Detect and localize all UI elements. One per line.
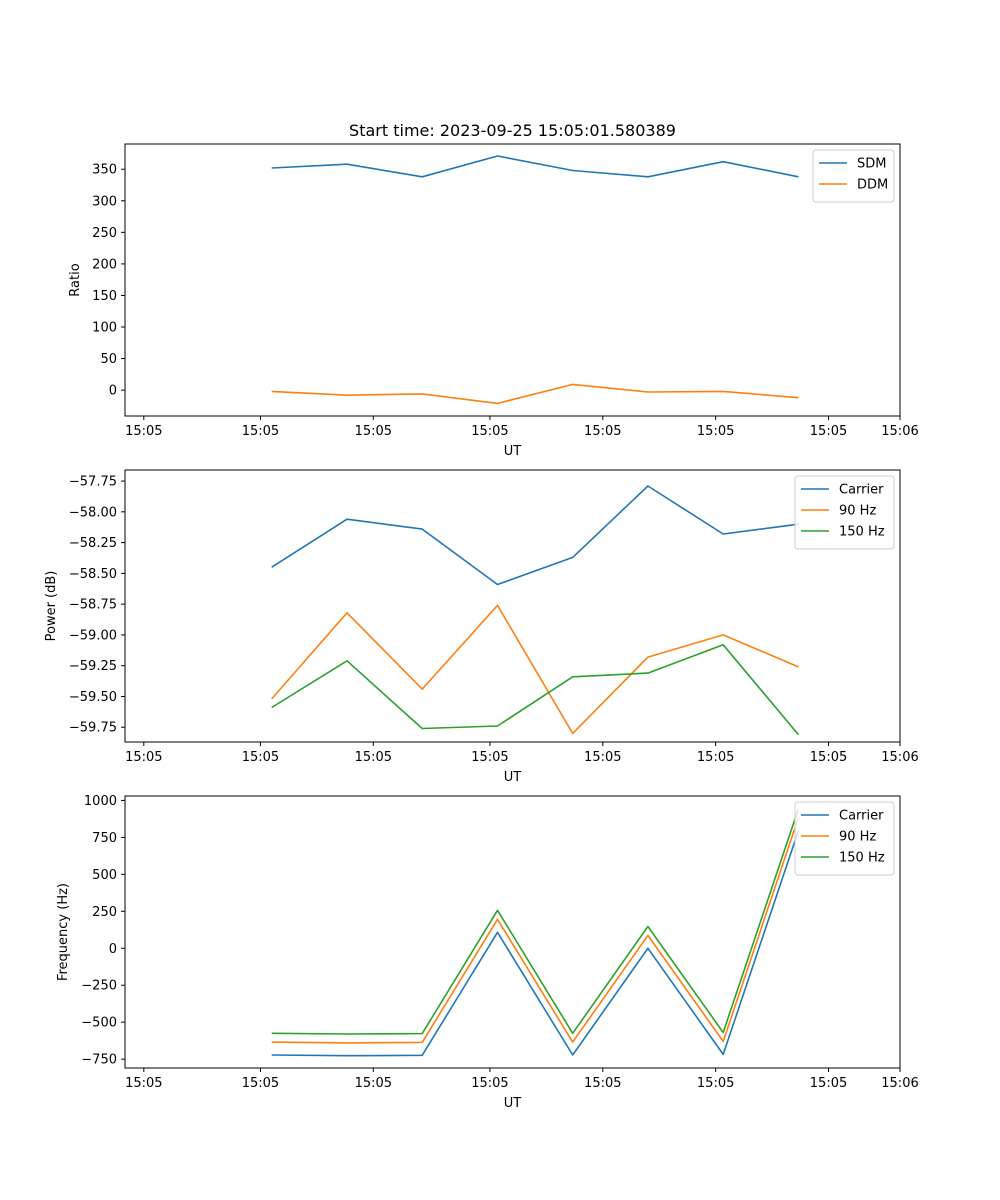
x-tick-label: 15:05 [584, 424, 621, 439]
legend-label: 150 Hz [839, 525, 885, 540]
chart-1: 15:05 15:05 15:05 15:05 15:05 15:05 15:05 15:06… [68, 143, 919, 459]
x-tick-label: 15:05 [242, 424, 279, 439]
series-line-carrier [271, 830, 800, 1057]
y-tick-label: 100 [92, 321, 117, 336]
y-tick-label: −58.50 [69, 567, 117, 582]
axes-frame [124, 469, 901, 743]
y-tick-label: 1000 [84, 794, 117, 809]
y-tick-label: 500 [92, 868, 117, 883]
series-line-90-hz [271, 604, 799, 735]
y-tick-label: 250 [92, 905, 117, 920]
y-axis-label: Frequency (Hz) [56, 883, 71, 981]
y-axis-label: Ratio [68, 263, 83, 296]
y-tick-label: −58.25 [69, 536, 117, 551]
x-tick-label: 15:05 [355, 1076, 392, 1091]
x-tick-label: 15:05 [471, 750, 508, 765]
legend-label: Carrier [839, 809, 884, 824]
x-tick-label: 15:06 [881, 750, 918, 765]
x-tick-label: 15:05 [125, 1076, 162, 1091]
x-tick-label: 15:05 [810, 424, 847, 439]
x-tick-label: 15:05 [242, 750, 279, 765]
chart-3: 15:05 15:05 15:05 15:05 15:05 15:05 15:05 15:06… [56, 794, 919, 1111]
x-tick-label: 15:05 [471, 424, 508, 439]
x-axis-label: UT [504, 444, 522, 459]
x-tick-label: 15:05 [125, 424, 162, 439]
x-tick-label: 15:05 [697, 424, 734, 439]
figure-title: Start time: 2023-09-25 15:05:01.580389 [349, 121, 676, 140]
axes-frame [124, 795, 901, 1069]
y-tick-label: −58.00 [69, 505, 117, 520]
series-line-ddm [271, 383, 799, 405]
y-tick-label: −58.75 [69, 598, 117, 613]
x-tick-label: 15:05 [355, 750, 392, 765]
y-tick-label: −59.25 [69, 659, 117, 674]
legend-label: 90 Hz [839, 504, 876, 519]
y-tick-label: 0 [109, 942, 117, 957]
y-tick-label: 50 [100, 352, 117, 367]
x-tick-label: 15:05 [242, 1076, 279, 1091]
x-tick-label: 15:05 [697, 1076, 734, 1091]
x-tick-label: 15:05 [584, 750, 621, 765]
y-tick-label: 150 [92, 289, 117, 304]
legend: SDM DDM [812, 149, 895, 203]
y-tick-label: 750 [92, 831, 117, 846]
legend-label: DDM [857, 178, 888, 193]
series-line-150-hz [271, 643, 800, 736]
y-tick-label: 300 [92, 194, 117, 209]
axes-frame [124, 143, 901, 417]
y-tick-label: 350 [92, 163, 117, 178]
legend: Carrier 90 Hz 150 Hz [794, 801, 895, 876]
legend: Carrier 90 Hz 150 Hz [794, 475, 895, 550]
y-tick-label: −750 [81, 1053, 117, 1068]
y-tick-label: 200 [92, 257, 117, 272]
series-line-sdm [271, 155, 799, 178]
series-line-carrier [271, 485, 799, 586]
y-tick-label: −57.75 [69, 475, 117, 490]
y-tick-label: 250 [92, 226, 117, 241]
chart-2: 15:05 15:05 15:05 15:05 15:05 15:05 15:05 15:06… [44, 469, 919, 785]
y-tick-label: −59.50 [69, 690, 117, 705]
x-tick-label: 15:06 [881, 1076, 918, 1091]
x-tick-label: 15:05 [125, 750, 162, 765]
legend-label: SDM [857, 157, 886, 172]
x-tick-label: 15:05 [471, 1076, 508, 1091]
x-axis-label: UT [504, 1096, 522, 1111]
y-tick-label: −250 [81, 979, 117, 994]
y-tick-label: −59.75 [69, 721, 117, 736]
legend-label: Carrier [839, 483, 884, 498]
series-line-90-hz [271, 817, 800, 1044]
y-tick-label: −500 [81, 1016, 117, 1031]
x-tick-label: 15:06 [881, 424, 918, 439]
x-tick-label: 15:05 [810, 750, 847, 765]
x-tick-label: 15:05 [355, 424, 392, 439]
legend-label: 150 Hz [839, 851, 885, 866]
y-axis-label: Power (dB) [44, 571, 59, 642]
y-tick-label: −59.00 [69, 628, 117, 643]
x-axis-label: UT [504, 770, 522, 785]
x-tick-label: 15:05 [810, 1076, 847, 1091]
x-tick-label: 15:05 [697, 750, 734, 765]
y-tick-label: 0 [109, 384, 117, 399]
legend-label: 90 Hz [839, 830, 876, 845]
series-line-150-hz [271, 808, 800, 1035]
x-tick-label: 15:05 [584, 1076, 621, 1091]
